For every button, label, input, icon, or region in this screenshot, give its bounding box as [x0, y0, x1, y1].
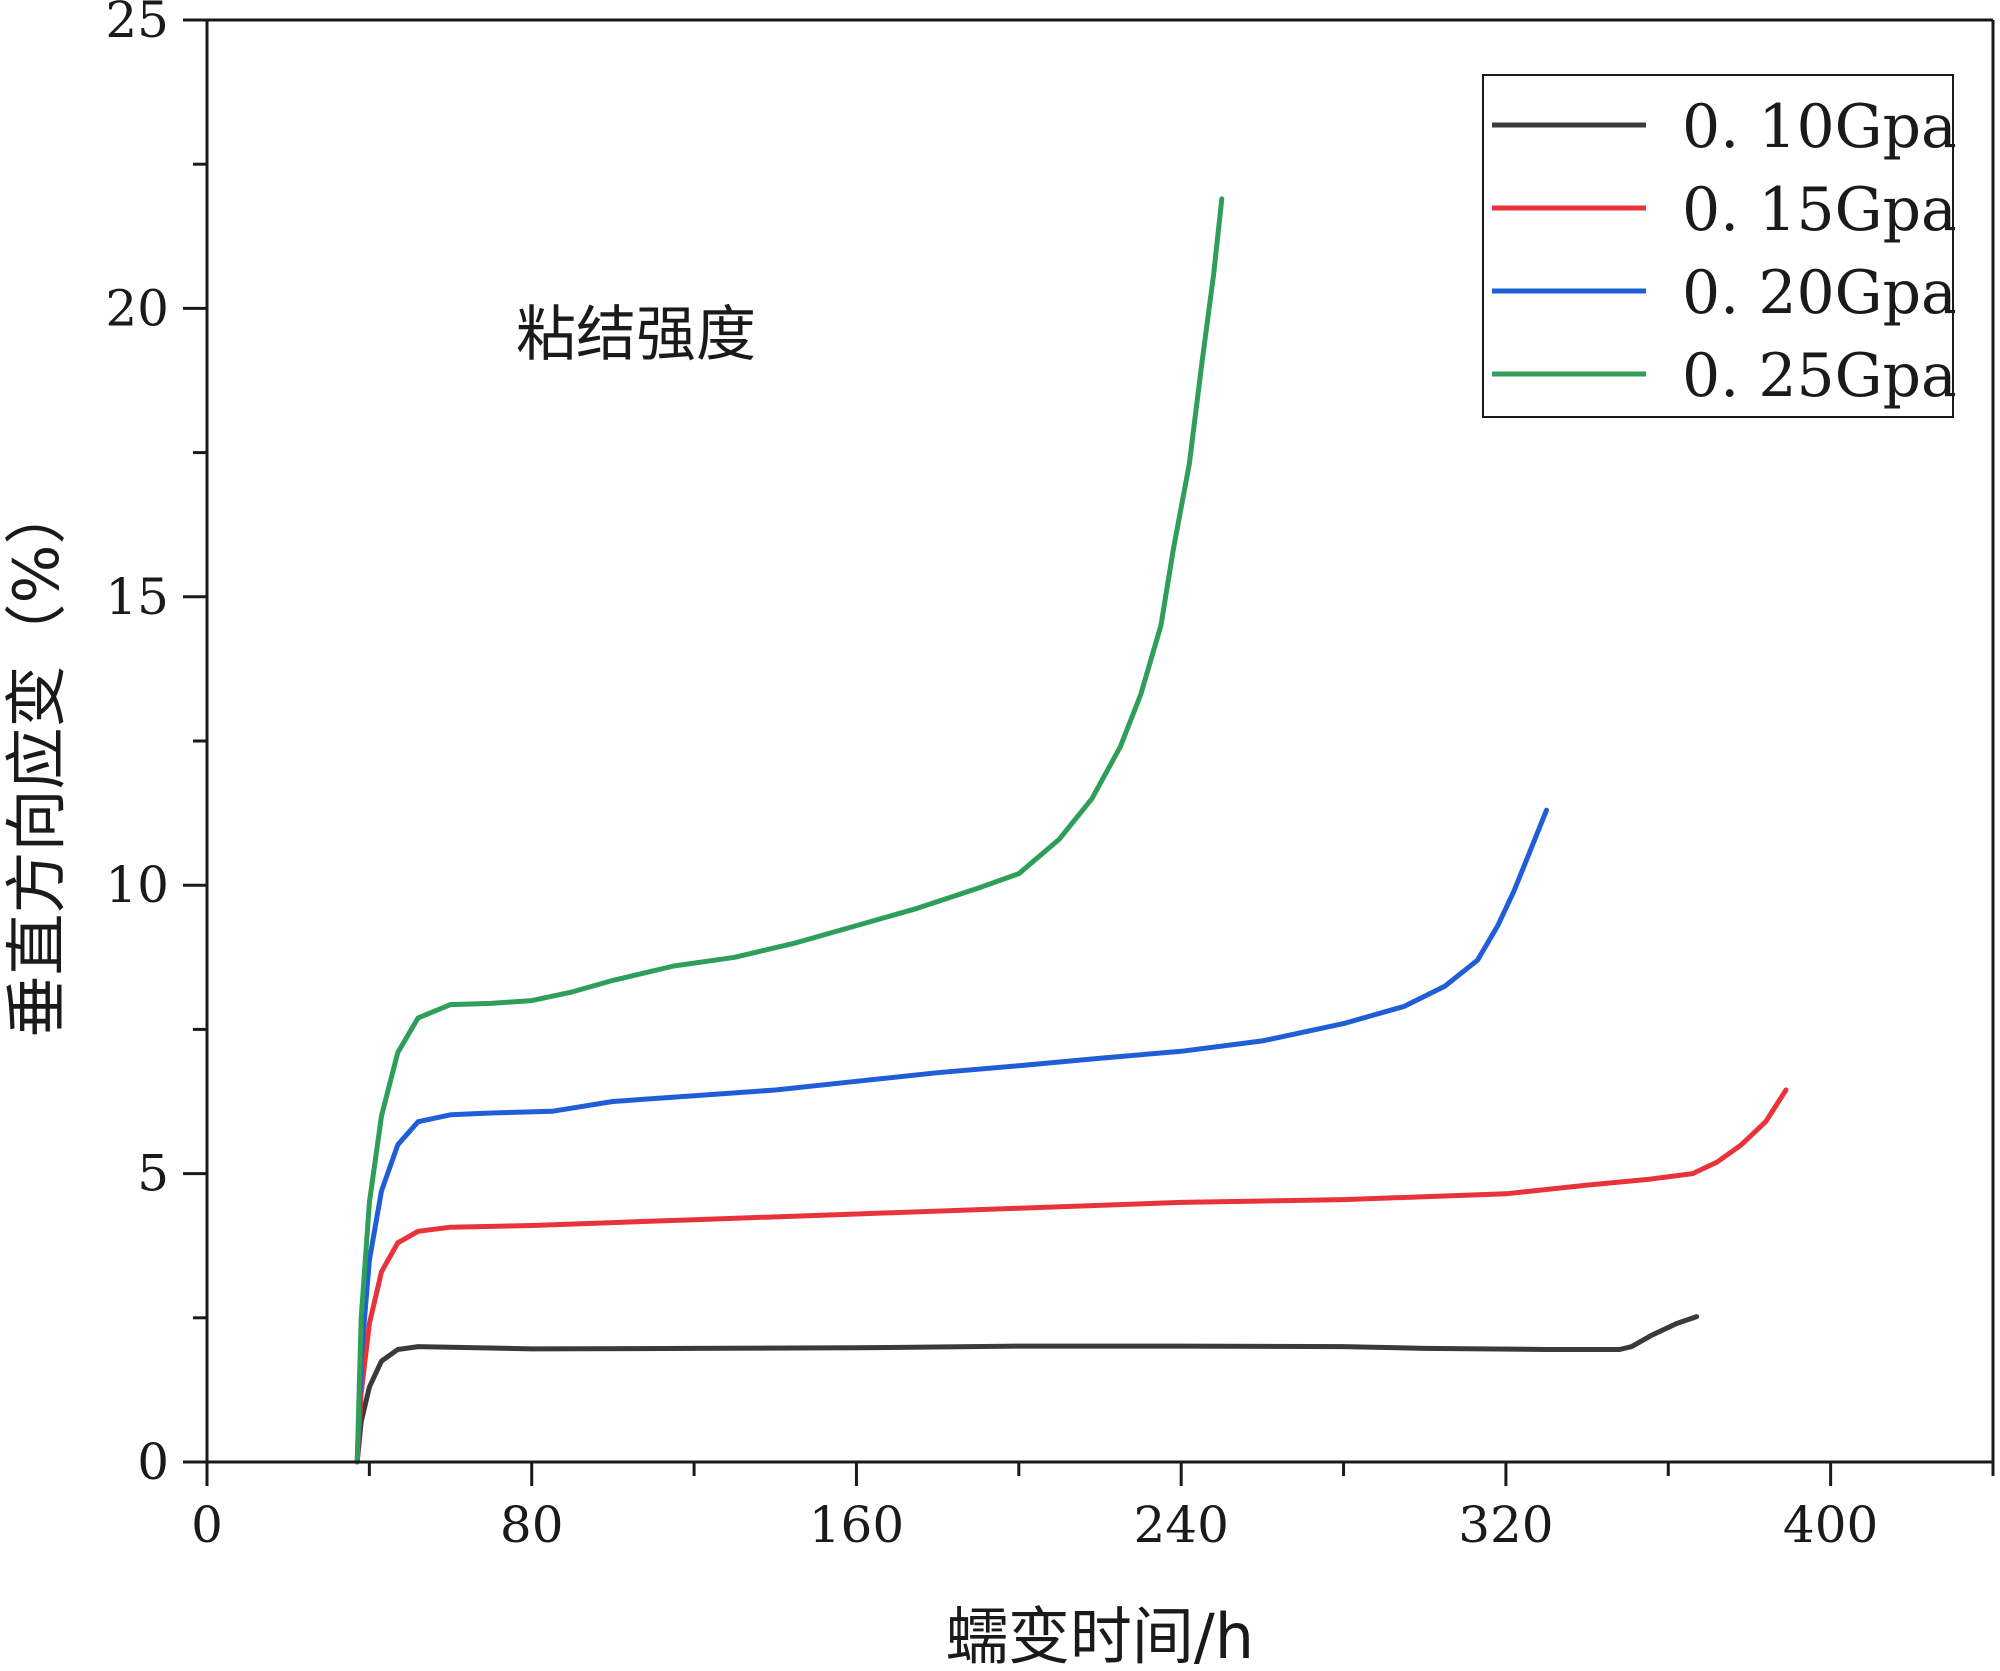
- x-tick-label: 160: [809, 1496, 904, 1554]
- x-tick-label: 240: [1133, 1496, 1228, 1554]
- x-tick-label: 400: [1783, 1496, 1878, 1554]
- legend: 0. 10Gpa 0. 15Gpa 0. 20Gpa 0. 25Gpa: [1482, 74, 1957, 418]
- legend-items: 0. 10Gpa 0. 15Gpa 0. 20Gpa 0. 25Gpa: [1492, 92, 1957, 411]
- axes-layer: [205, 18, 1995, 1464]
- series-line-4: [354, 196, 1225, 1465]
- legend-label-4: 0. 25Gpa: [1682, 341, 1957, 411]
- x-tick-label: 80: [500, 1496, 564, 1554]
- series-line-1: [354, 1314, 1700, 1465]
- y-axis-title: 垂直方向应变（%）: [0, 483, 73, 1038]
- y-tick-label: 10: [105, 856, 169, 914]
- x-tick-label: 320: [1458, 1496, 1553, 1554]
- x-tick-label: 0: [191, 1496, 223, 1554]
- y-tick-label: 15: [105, 568, 169, 626]
- legend-label-1: 0. 10Gpa: [1682, 92, 1957, 162]
- legend-box: [1482, 74, 1954, 418]
- y-tick-label: 25: [105, 0, 169, 49]
- y-tick-label: 0: [137, 1433, 169, 1491]
- series-layer: [354, 196, 1789, 1465]
- legend-label-2: 0. 15Gpa: [1682, 175, 1957, 245]
- y-tick-label: 5: [137, 1145, 169, 1203]
- y-tick-label: 20: [105, 279, 169, 337]
- legend-label-3: 0. 20Gpa: [1682, 258, 1957, 328]
- x-axis-title: 蠕变时间/h: [946, 1600, 1254, 1671]
- ticks-layer: 0 80 160 240 320 400 0 5 10 15 20 25: [105, 0, 1995, 1554]
- series-line-2: [354, 1087, 1789, 1465]
- chart-annotation: 粘结强度: [516, 300, 756, 370]
- series-line-3: [354, 807, 1549, 1465]
